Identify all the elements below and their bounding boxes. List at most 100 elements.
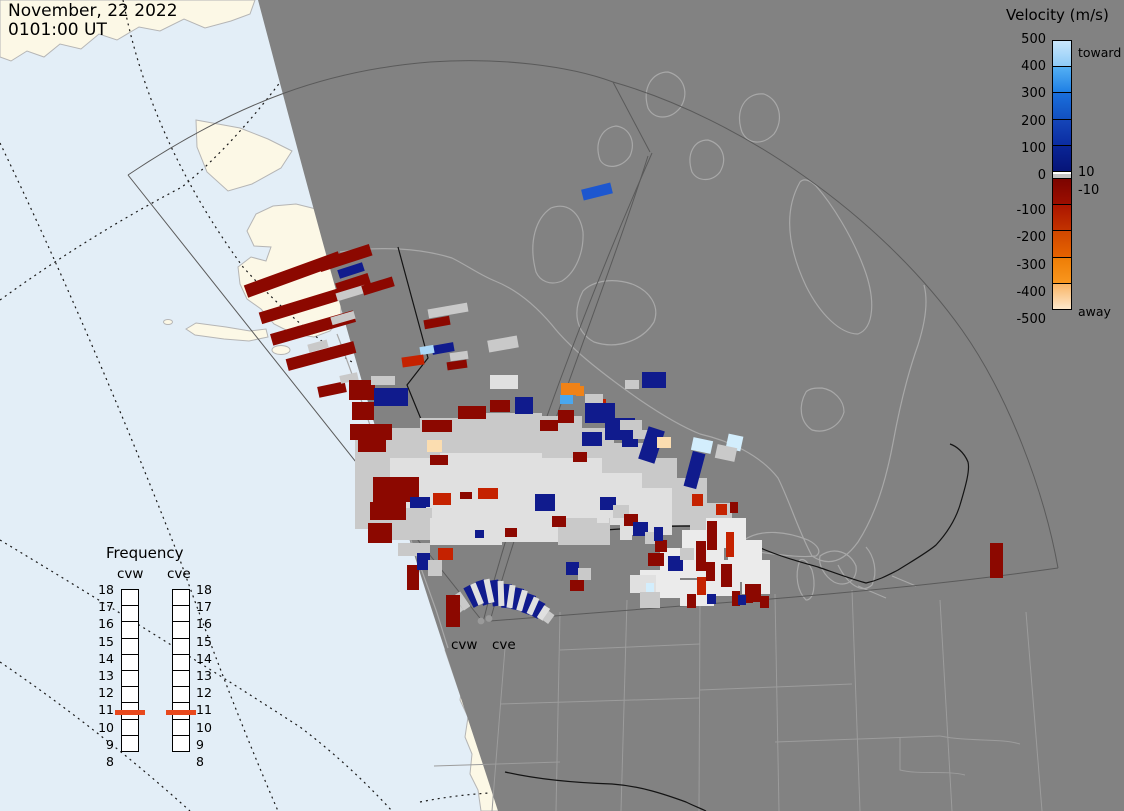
island-arctic-3 (689, 139, 725, 181)
echo-cell (600, 497, 616, 510)
coast-james-bay (837, 546, 876, 590)
echo-cell (428, 560, 442, 576)
echo-cell (506, 584, 516, 609)
frequency-tick-label: 10 (98, 719, 114, 735)
frequency-tick-label: 18 (196, 582, 212, 597)
state-line (851, 589, 861, 811)
echo-cell (706, 562, 715, 581)
colorbar-tick-label: -200 (1016, 230, 1046, 246)
frequency-cell (172, 589, 190, 607)
state-line (555, 611, 561, 811)
echo-cell (552, 516, 566, 527)
echo-cell (561, 383, 580, 395)
echo-cell (578, 568, 591, 580)
echo-cell (446, 359, 468, 371)
echo-cell (368, 523, 392, 543)
state-line (774, 593, 780, 811)
fov-south-edge (489, 567, 1059, 622)
state-line (559, 643, 701, 651)
frequency-tick-label: 12 (98, 685, 114, 701)
island-arctic-1 (597, 125, 633, 167)
echo-cell (692, 494, 703, 506)
echo-cell (515, 397, 533, 414)
state-line (774, 735, 941, 743)
frequency-cell (121, 718, 139, 736)
echo-cell (475, 579, 492, 606)
frequency-cell (121, 621, 139, 639)
frequency-tick-label: 15 (196, 633, 212, 649)
colorbar-segment (1052, 230, 1072, 258)
echo-cell (690, 437, 714, 454)
lake-huron (819, 550, 857, 585)
echo-cell (433, 493, 451, 505)
coast-arctic-mainland (339, 248, 813, 557)
colorbar-tick-label: -100 (1016, 203, 1046, 219)
colorbar-segment (1052, 40, 1072, 68)
colorbar-away-label: away (1078, 304, 1111, 319)
island-banks (532, 205, 584, 284)
echo-cell (597, 513, 609, 523)
echo-cell (566, 562, 579, 575)
date-text: November, 22 2022 (8, 1, 178, 21)
echo-cell (680, 548, 694, 560)
echo-cell (696, 541, 706, 571)
echo-cell (646, 583, 654, 592)
echo-cell (337, 262, 365, 279)
frequency-tick-label: 17 (196, 599, 212, 615)
echo-cell (307, 339, 329, 353)
land-alaska-peninsula (185, 322, 269, 342)
echo-cell (449, 350, 469, 362)
colorbar-tick-label: -400 (1016, 284, 1046, 300)
colorbar-tick-label: 400 (1021, 59, 1046, 75)
state-line (699, 683, 853, 691)
fov-group (127, 60, 1059, 623)
frequency-cell (172, 669, 190, 688)
frequency-tick-label: 10 (196, 719, 212, 735)
frequency-tick-label: 13 (98, 668, 114, 683)
fov-arc-west (127, 60, 614, 176)
echo-cell (458, 406, 486, 419)
island-arctic-2 (645, 71, 686, 118)
echo-cell (423, 315, 451, 330)
echo-cell (349, 380, 375, 400)
echo-cell (410, 497, 426, 508)
colorbar-tick-label: -300 (1016, 257, 1046, 273)
state-line (698, 597, 701, 811)
echo-cell (371, 376, 395, 385)
colorbar-segment (1052, 204, 1072, 232)
state-line (433, 761, 561, 767)
echo-cell (530, 600, 546, 619)
frequency-tick-label: 17 (98, 599, 114, 615)
echo-cell (335, 284, 367, 302)
state-line (620, 599, 628, 811)
echo-cell (745, 584, 753, 603)
echo-cell (640, 592, 660, 608)
state-line (939, 735, 1021, 745)
velocity-colorbar (1052, 40, 1072, 320)
frequency-ladder-cvw (121, 589, 139, 752)
island-arctic-4 (738, 93, 781, 143)
echo-cell (352, 402, 374, 420)
velocity-echo-cells (243, 182, 1003, 627)
echo-cell (317, 243, 373, 273)
colorbar-segment (1052, 144, 1072, 172)
echo-cell (475, 530, 484, 538)
colorbar-segment (1052, 282, 1072, 310)
echo-cell (490, 400, 510, 412)
echo-cell (707, 521, 717, 550)
frequency-title: Frequency (106, 544, 184, 562)
echo-cell (446, 595, 460, 627)
echo-cell (536, 605, 551, 621)
frequency-tick-label: 8 (196, 754, 204, 769)
echo-cell (417, 553, 430, 570)
graticule-parallel-1 (0, 0, 309, 301)
echo-cell (478, 488, 498, 499)
colorbar-tick-label: -500 (1016, 312, 1046, 327)
frequency-cell (121, 686, 139, 704)
echo-cell (470, 582, 484, 606)
frequency-tick-label: 16 (98, 616, 114, 632)
lake-ontario (891, 575, 917, 587)
echo-cell (581, 182, 613, 201)
land-chukotka-tip (195, 119, 293, 192)
